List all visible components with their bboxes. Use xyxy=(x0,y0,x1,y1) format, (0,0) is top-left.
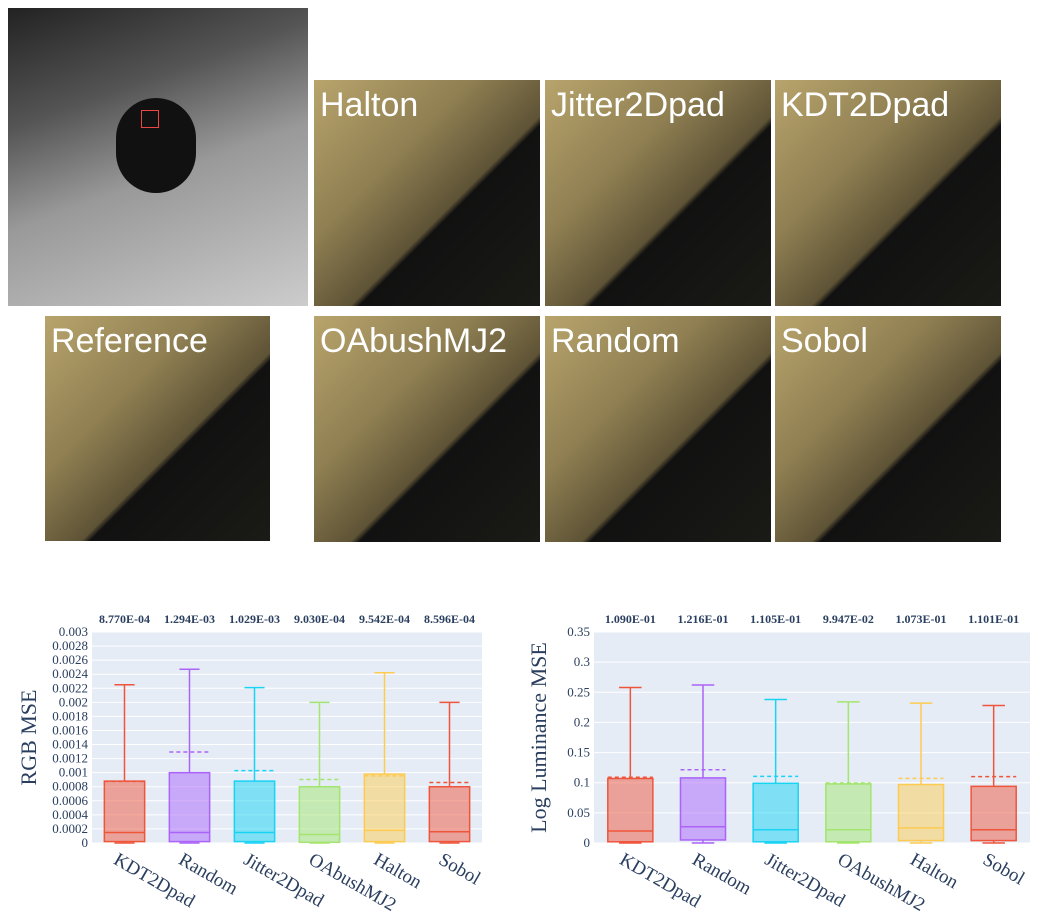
mean-label: 1.073E-01 xyxy=(896,612,947,626)
box xyxy=(429,787,469,842)
y-tick-label: 0.0016 xyxy=(52,722,88,737)
box xyxy=(753,783,798,841)
charts: 00.00020.00040.00060.00080.0010.00120.00… xyxy=(0,580,1039,922)
y-tick-label: 0.0012 xyxy=(52,751,88,766)
mean-label: 9.947E-02 xyxy=(823,612,874,626)
mean-label: 1.029E-03 xyxy=(229,612,280,626)
panel-label: Jitter2Dpad xyxy=(551,86,725,125)
box xyxy=(680,778,725,840)
y-tick-label: 0.0014 xyxy=(52,737,88,752)
y-tick-label: 0.2 xyxy=(574,714,590,729)
box xyxy=(608,778,653,841)
y-tick-label: 0.1 xyxy=(574,775,590,790)
y-tick-label: 0 xyxy=(584,835,591,850)
crop-image: Sobol xyxy=(775,316,1001,542)
panel-label: OAbushMJ2 xyxy=(320,322,507,361)
page: Halton Jitter2Dpad KDT2Dpad Reference OA… xyxy=(0,0,1039,922)
box xyxy=(971,786,1016,840)
x-tick-label: Halton xyxy=(907,849,963,893)
y-tick-label: 0.0028 xyxy=(52,638,88,653)
y-tick-label: 0.35 xyxy=(567,624,590,639)
y-tick-label: 0.15 xyxy=(567,745,590,760)
x-tick-label: KDT2Dpad xyxy=(616,849,705,912)
box xyxy=(364,774,404,842)
plot-area xyxy=(594,632,1030,843)
y-axis-title: RGB MSE xyxy=(16,690,41,786)
y-tick-label: 0.0022 xyxy=(52,680,88,695)
y-tick-label: 0.001 xyxy=(59,765,88,780)
y-tick-label: 0.0026 xyxy=(52,652,88,667)
mean-label: 8.596E-04 xyxy=(424,612,475,626)
panel-label: Random xyxy=(551,322,680,361)
y-tick-label: 0.002 xyxy=(59,694,88,709)
scene-render xyxy=(8,8,308,306)
panel-label: KDT2Dpad xyxy=(781,86,949,125)
mean-label: 9.030E-04 xyxy=(294,612,345,626)
y-tick-label: 0.0024 xyxy=(52,666,88,681)
panel-label: Halton xyxy=(320,86,418,125)
mean-label: 1.101E-01 xyxy=(968,612,1019,626)
panel-label: Reference xyxy=(51,322,208,361)
crop-image: OAbushMJ2 xyxy=(314,316,540,542)
mean-label: 1.216E-01 xyxy=(678,612,729,626)
y-tick-label: 0.0002 xyxy=(52,821,88,836)
y-tick-label: 0.0008 xyxy=(52,779,88,794)
y-tick-label: 0 xyxy=(82,835,89,850)
y-tick-label: 0.0006 xyxy=(52,793,88,808)
crop-image: Reference xyxy=(45,316,270,541)
box xyxy=(898,785,943,841)
box xyxy=(169,773,209,842)
mean-label: 1.294E-03 xyxy=(164,612,215,626)
x-tick-label: Jitter2Dpad xyxy=(761,849,849,912)
mean-label: 1.105E-01 xyxy=(750,612,801,626)
crop-image: Halton xyxy=(314,80,540,306)
crop-box xyxy=(141,110,159,128)
y-tick-label: 0.0004 xyxy=(52,807,88,822)
plot-area xyxy=(92,632,482,843)
y-tick-label: 0.3 xyxy=(574,654,590,669)
y-tick-label: 0.0018 xyxy=(52,708,88,723)
box xyxy=(826,784,871,842)
y-tick-label: 0.05 xyxy=(567,805,590,820)
crop-image: Jitter2Dpad xyxy=(545,80,771,306)
crop-image: Random xyxy=(545,316,771,542)
x-tick-label: Sobol xyxy=(979,849,1028,889)
crop-image: KDT2Dpad xyxy=(775,80,1001,306)
y-tick-label: 0.25 xyxy=(567,684,590,699)
mean-label: 1.090E-01 xyxy=(605,612,656,626)
mean-label: 8.770E-04 xyxy=(99,612,150,626)
panel-label: Sobol xyxy=(781,322,868,361)
y-axis-title: Log Luminance MSE xyxy=(526,642,551,833)
x-tick-label: Sobol xyxy=(435,849,484,889)
mean-label: 9.542E-04 xyxy=(359,612,410,626)
y-tick-label: 0.003 xyxy=(59,624,88,639)
